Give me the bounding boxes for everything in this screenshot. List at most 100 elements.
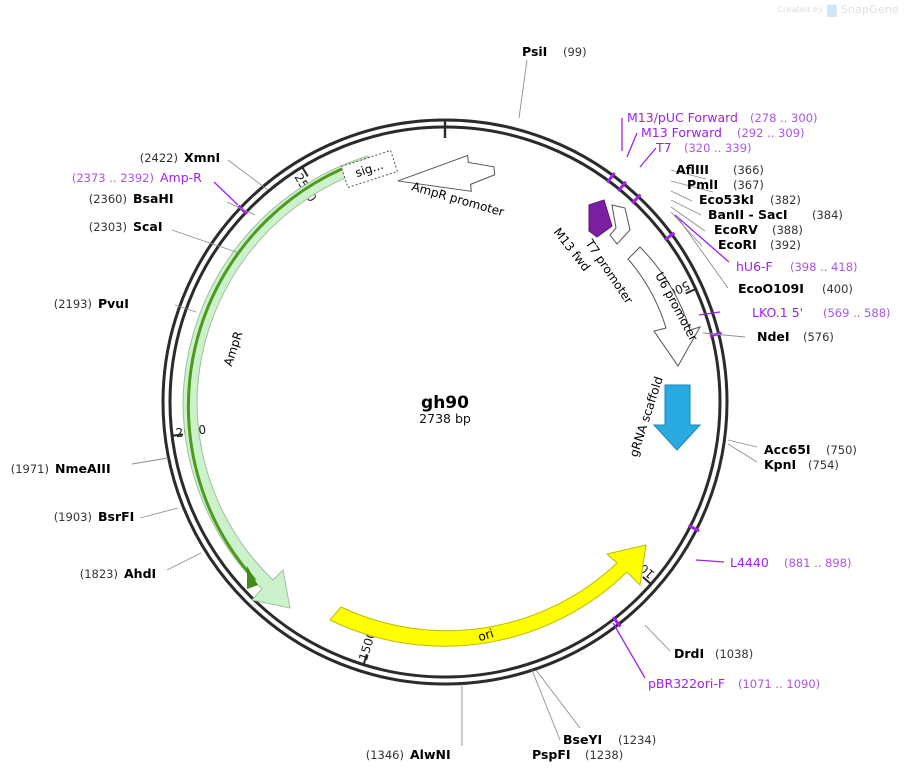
label-position: (382) bbox=[770, 193, 801, 207]
feature-ori[interactable]: ori bbox=[329, 544, 647, 647]
label-feature: M13/pUC Forward bbox=[627, 110, 738, 125]
label-position: (1346) bbox=[366, 748, 404, 762]
label-position: (384) bbox=[812, 208, 843, 222]
feature-label-ori: ori bbox=[476, 626, 495, 644]
feature-site-markers bbox=[237, 172, 722, 628]
label-alwni[interactable]: (1346) AlwNI bbox=[366, 747, 451, 762]
label-position: (750) bbox=[826, 443, 857, 457]
label-ecori[interactable]: EcoRI (392) bbox=[718, 237, 801, 252]
label-position: (1823) bbox=[80, 567, 118, 581]
snapgene-watermark: Created by ▇ SnapGene bbox=[777, 3, 899, 16]
label-enzyme: NdeI bbox=[757, 329, 790, 344]
label-m13-puc-forward[interactable]: M13/pUC Forward (278 .. 300) bbox=[627, 110, 818, 125]
label-aflii[interactable]: AflIII (366) bbox=[676, 162, 764, 177]
label-enzyme: BsaHI bbox=[133, 191, 174, 206]
label-enzyme: EcoRI bbox=[718, 237, 757, 252]
feature-ampr[interactable]: AmpR bbox=[182, 155, 373, 609]
label-pmli[interactable]: PmlI (367) bbox=[687, 177, 764, 192]
label-pbr322ori-f[interactable]: pBR322ori-F (1071 .. 1090) bbox=[648, 676, 820, 691]
label-enzyme: EcoO109I bbox=[738, 281, 804, 296]
top-right-primer-labels: M13/pUC Forward (278 .. 300) M13 Forward… bbox=[627, 110, 818, 155]
label-enzyme: BsrFI bbox=[98, 509, 134, 524]
feature-u6-promoter[interactable]: U6 promoter bbox=[627, 246, 702, 367]
label-t7-primer[interactable]: T7 (320 .. 339) bbox=[655, 140, 752, 155]
label-bseyi[interactable]: BseYI (1234) bbox=[563, 732, 656, 747]
label-position: (2193) bbox=[54, 297, 92, 311]
label-feature: M13 Forward bbox=[641, 125, 722, 140]
label-enzyme: AflIII bbox=[676, 162, 709, 177]
label-enzyme: ScaI bbox=[133, 219, 163, 234]
label-position: (400) bbox=[822, 282, 853, 296]
label-ndei[interactable]: NdeI (576) bbox=[757, 329, 834, 344]
label-amp-r[interactable]: (2373 .. 2392) Amp-R bbox=[72, 170, 202, 185]
left-enzyme-labels: (2422) XmnI (2373 .. 2392) Amp-R (2360) … bbox=[11, 150, 451, 762]
label-drdi[interactable]: DrdI (1038) bbox=[674, 646, 753, 661]
label-pvui[interactable]: (2193) PvuI bbox=[54, 296, 129, 311]
feature-ampr-promoter[interactable]: AmpR promoter bbox=[396, 153, 506, 219]
label-enzyme: PspFI bbox=[532, 747, 571, 762]
label-feature: Amp-R bbox=[160, 170, 202, 185]
label-feature: T7 bbox=[655, 140, 672, 155]
label-lko1-5prime[interactable]: LKO.1 5' (569 .. 588) bbox=[752, 305, 891, 320]
label-position: (366) bbox=[733, 163, 764, 177]
label-m13-forward[interactable]: M13 Forward (292 .. 309) bbox=[641, 125, 805, 140]
label-enzyme: DrdI bbox=[674, 646, 704, 661]
label-enzyme: XmnI bbox=[184, 150, 220, 165]
label-feature: pBR322ori-F bbox=[648, 676, 725, 691]
label-position: (1234) bbox=[618, 733, 656, 747]
label-position: (2360) bbox=[89, 192, 127, 206]
label-ecorv[interactable]: EcoRV (388) bbox=[714, 222, 803, 237]
label-position: (1971) bbox=[11, 462, 49, 476]
leader-lines bbox=[131, 59, 758, 746]
label-enzyme: Eco53kI bbox=[699, 192, 754, 207]
label-enzyme: BanII - SacI bbox=[708, 207, 788, 222]
label-position: (1903) bbox=[54, 510, 92, 524]
label-position: (388) bbox=[772, 223, 803, 237]
plasmid-backbone bbox=[161, 118, 729, 686]
label-bsahi[interactable]: (2360) BsaHI bbox=[89, 191, 174, 206]
label-scai[interactable]: (2303) ScaI bbox=[89, 219, 163, 234]
feature-label-t7-promoter: T7 promoter bbox=[582, 236, 636, 306]
label-xmni[interactable]: (2422) XmnI bbox=[140, 150, 220, 165]
label-kpni[interactable]: KpnI (754) bbox=[764, 457, 839, 472]
label-feature: hU6-F bbox=[736, 259, 773, 274]
label-position: (99) bbox=[563, 45, 587, 59]
feature-sig-peptide[interactable]: sig... bbox=[340, 149, 399, 189]
label-acc65i[interactable]: Acc65I (750) bbox=[764, 442, 857, 457]
label-position: (569 .. 588) bbox=[823, 306, 891, 320]
label-position: (398 .. 418) bbox=[790, 260, 858, 274]
label-ecoo109i[interactable]: EcoO109I (400) bbox=[738, 281, 853, 296]
label-nmeaiii[interactable]: (1971) NmeAIII bbox=[11, 461, 111, 476]
label-enzyme: BseYI bbox=[563, 732, 602, 747]
label-enzyme: PmlI bbox=[687, 177, 718, 192]
label-position: (881 .. 898) bbox=[784, 556, 852, 570]
label-ahdi[interactable]: (1823) AhdI bbox=[80, 566, 156, 581]
label-position: (292 .. 309) bbox=[737, 126, 805, 140]
plasmid-name: gh90 bbox=[421, 393, 469, 413]
label-position: (392) bbox=[770, 238, 801, 252]
label-l4440[interactable]: L4440 (881 .. 898) bbox=[730, 555, 852, 570]
watermark-brand: SnapGene bbox=[840, 3, 899, 16]
label-enzyme: PvuI bbox=[98, 296, 129, 311]
right-enzyme-labels: AflIII (366) PmlI (367) Eco53kI (382) Ba… bbox=[532, 162, 891, 762]
label-eco53ki[interactable]: Eco53kI (382) bbox=[699, 192, 801, 207]
label-pspfi[interactable]: PspFI (1238) bbox=[532, 747, 623, 762]
label-position: (576) bbox=[803, 330, 834, 344]
label-position: (1238) bbox=[585, 748, 623, 762]
label-banii-saci[interactable]: BanII - SacI (384) bbox=[708, 207, 843, 222]
watermark-made-by: Created by bbox=[777, 5, 824, 14]
label-position: (367) bbox=[733, 178, 764, 192]
label-position: (2303) bbox=[89, 220, 127, 234]
label-enzyme: AhdI bbox=[124, 566, 156, 581]
label-psii[interactable]: PsiI (99) bbox=[522, 44, 587, 59]
feature-label-grna-scaffold: gRNA scaffold bbox=[627, 375, 666, 459]
snapgene-logo-icon: ▇ bbox=[827, 2, 837, 17]
label-enzyme: AlwNI bbox=[410, 747, 451, 762]
feature-grna-scaffold[interactable]: gRNA scaffold bbox=[627, 375, 702, 459]
plasmid-size: 2738 bp bbox=[419, 411, 471, 426]
label-position: (2422) bbox=[140, 151, 178, 165]
label-hu6-f[interactable]: hU6-F (398 .. 418) bbox=[736, 259, 858, 274]
label-position: (1071 .. 1090) bbox=[738, 677, 820, 691]
label-bsrfi[interactable]: (1903) BsrFI bbox=[54, 509, 135, 524]
